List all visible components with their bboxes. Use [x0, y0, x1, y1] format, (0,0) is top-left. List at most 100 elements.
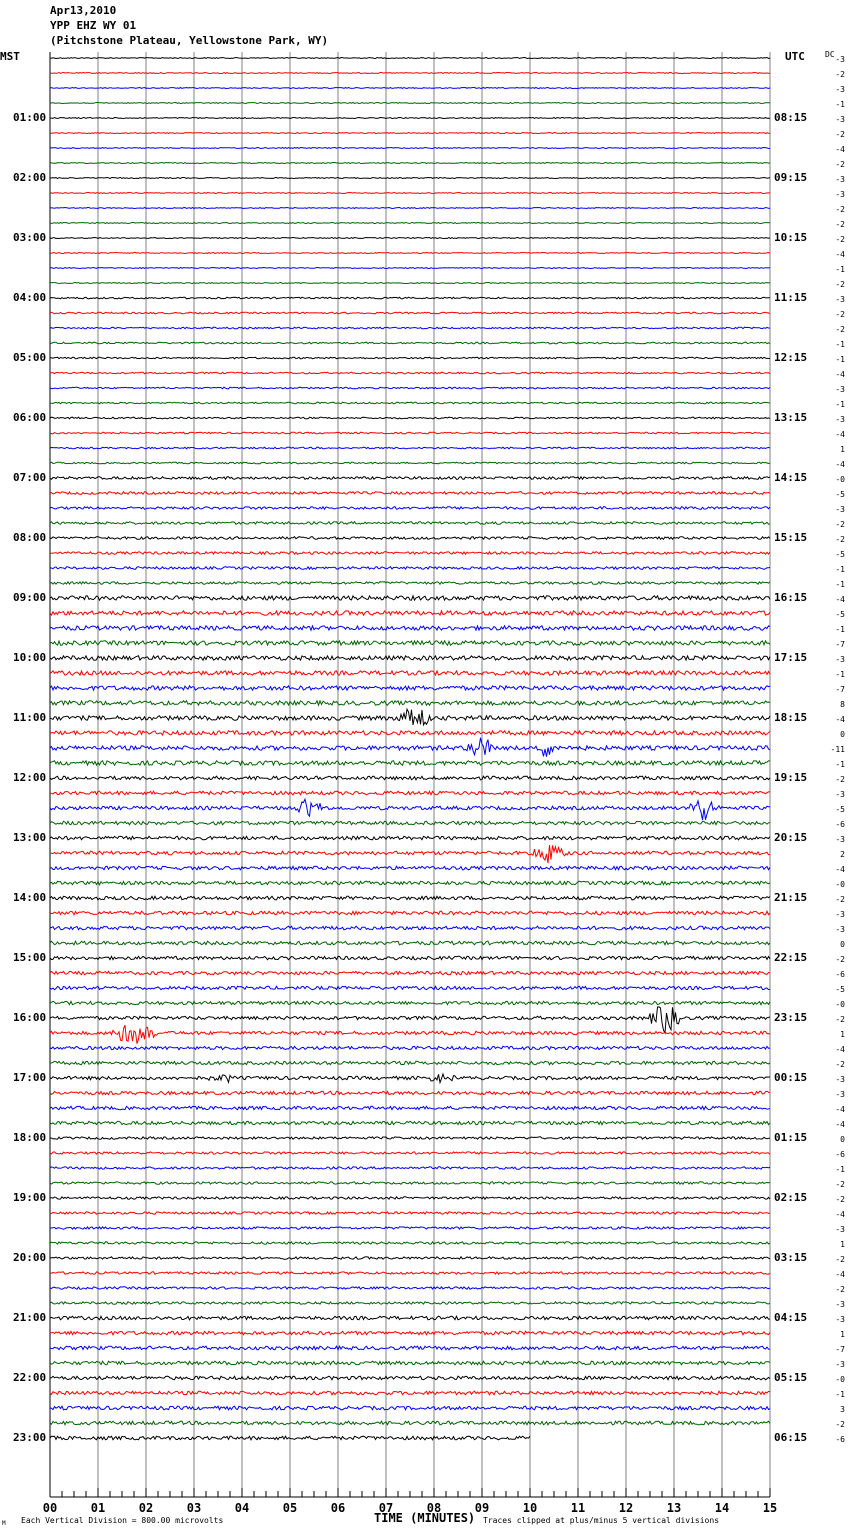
dc-offset-label: -6 [835, 820, 845, 829]
left-hour-label: 01:00 [13, 111, 47, 124]
right-hour-label: 14:15 [774, 471, 808, 484]
trace-row [49, 1120, 771, 1126]
trace-row [49, 161, 771, 165]
dc-offset-label: -4 [835, 715, 845, 724]
dc-offset-label: 1 [840, 1240, 845, 1249]
trace-row [49, 880, 771, 886]
trace-row [49, 386, 771, 390]
trace-row [49, 609, 771, 617]
trace-row [49, 490, 771, 496]
trace-row [49, 1405, 771, 1411]
dc-offset-label: -3 [835, 835, 845, 844]
date-label: Apr13,2010 [50, 4, 117, 17]
trace-row [49, 1255, 771, 1260]
trace-row [49, 1000, 771, 1006]
right-hour-label: 03:15 [774, 1251, 808, 1264]
dc-offset-label: -5 [835, 610, 845, 619]
dc-offset-label: -6 [835, 1435, 845, 1444]
dc-offset-label: -0 [835, 475, 845, 484]
dc-offset-label: -4 [835, 460, 845, 469]
station-label: YPP EHZ WY 01 [50, 19, 137, 32]
dc-offset-label: 1 [840, 1030, 845, 1039]
right-hour-label: 16:15 [774, 591, 808, 604]
trace-row [49, 146, 771, 150]
trace-row [49, 56, 771, 60]
right-hour-label: 15:15 [774, 531, 808, 544]
dc-offset-label: 0 [840, 730, 845, 739]
dc-offset-label: -0 [835, 1000, 845, 1009]
trace-row [49, 729, 771, 737]
trace-row [49, 520, 771, 526]
trace-row [49, 1301, 771, 1305]
trace-row [49, 580, 771, 586]
right-hour-label: 09:15 [774, 171, 808, 184]
dc-offset-label: -2 [835, 235, 845, 244]
dc-offset-label: 2 [840, 850, 845, 859]
x-tick-label: 13 [666, 1501, 682, 1515]
dc-offset-label: -4 [835, 1210, 845, 1219]
trace-row [49, 446, 771, 450]
trace-row [49, 416, 771, 420]
dc-offset-label: -3 [835, 175, 845, 184]
trace-row [49, 1330, 771, 1336]
dc-offset-label: -3 [835, 385, 845, 394]
right-hour-label: 23:15 [774, 1011, 808, 1024]
trace-row [49, 684, 771, 692]
trace-row [49, 797, 770, 821]
right-hour-label: 17:15 [774, 651, 808, 664]
dc-offset-label: -3 [835, 1225, 845, 1234]
dc-offset-label: -1 [835, 1165, 845, 1174]
dc-offset-label: -2 [835, 1060, 845, 1069]
trace-row [49, 371, 771, 375]
dc-offset-label: -2 [835, 1255, 845, 1264]
trace-row [49, 191, 771, 195]
dc-offset-label: -3 [835, 655, 845, 664]
x-tick-label: 14 [714, 1501, 730, 1515]
dc-offset-label: -3 [835, 910, 845, 919]
dc-offset-label: -4 [835, 430, 845, 439]
dc-offset-label: -2 [835, 1195, 845, 1204]
trace-row [50, 101, 771, 105]
left-hour-label: 21:00 [13, 1311, 47, 1324]
trace-row [49, 820, 771, 826]
trace-row [49, 925, 771, 931]
trace-row [49, 985, 771, 991]
trace-row [49, 639, 771, 647]
dc-offset-label: -2 [835, 160, 845, 169]
left-hour-label: 20:00 [13, 1251, 47, 1264]
trace-row [50, 565, 771, 571]
x-tick-label: 07 [378, 1501, 394, 1515]
trace-row [49, 669, 771, 677]
trace-row [49, 535, 771, 541]
trace-row [49, 775, 771, 781]
dc-offset-label: -4 [835, 1105, 845, 1114]
left-hour-label: 03:00 [13, 231, 47, 244]
dc-offset-label: -1 [835, 100, 845, 109]
dc-offset-label: -4 [835, 250, 845, 259]
right-hour-label: 18:15 [774, 711, 808, 724]
trace-row [49, 1375, 771, 1381]
trace-row [49, 1241, 771, 1245]
dc-offset-label: -2 [835, 1015, 845, 1024]
dc-offset-label: -1 [835, 265, 845, 274]
trace-row [49, 1314, 771, 1321]
trace-row [49, 236, 771, 240]
dc-offset-label: -7 [835, 1345, 845, 1354]
trace-row [49, 970, 771, 976]
trace-row [49, 550, 771, 556]
right-hour-label: 19:15 [774, 771, 808, 784]
left-timezone: MST [0, 50, 20, 63]
dc-offset-label: -1 [835, 580, 845, 589]
left-hour-label: 11:00 [13, 711, 47, 724]
right-hour-label: 08:15 [774, 111, 808, 124]
trace-row [49, 1090, 771, 1096]
trace-row [49, 1345, 771, 1352]
trace-row [49, 1072, 771, 1085]
trace-row [49, 835, 771, 841]
x-tick-label: 11 [570, 1501, 586, 1515]
trace-row [49, 1151, 771, 1155]
trace-row [49, 116, 771, 120]
trace-row [49, 475, 771, 481]
trace-row [49, 326, 771, 330]
